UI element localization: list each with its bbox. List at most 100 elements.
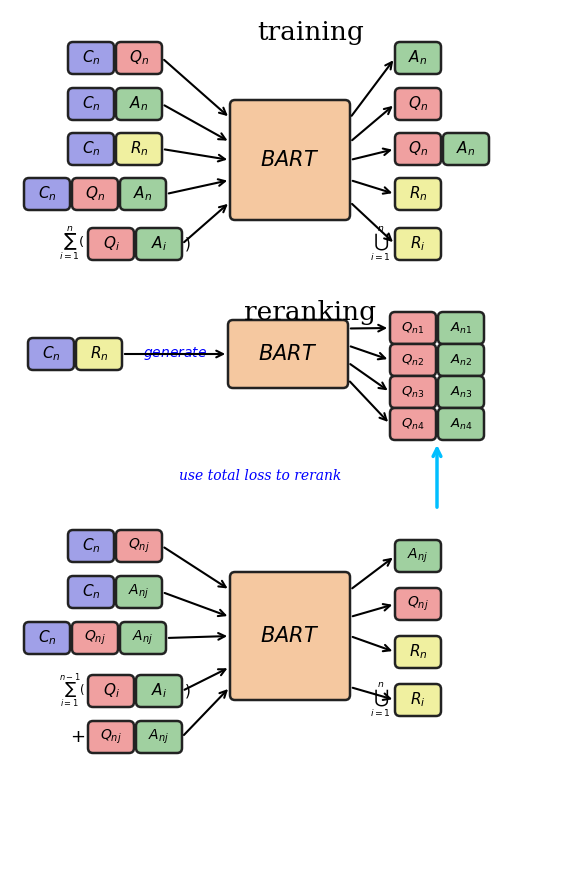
FancyBboxPatch shape	[390, 344, 436, 376]
Text: $C_n$: $C_n$	[82, 537, 100, 555]
Text: use total loss to rerank: use total loss to rerank	[179, 469, 341, 483]
Text: $A_{n3}$: $A_{n3}$	[450, 384, 473, 400]
Text: $Q_i$: $Q_i$	[103, 235, 120, 254]
FancyBboxPatch shape	[395, 636, 441, 668]
FancyBboxPatch shape	[72, 178, 118, 210]
FancyBboxPatch shape	[395, 178, 441, 210]
FancyBboxPatch shape	[88, 721, 134, 753]
Text: $Q_n$: $Q_n$	[408, 140, 428, 158]
Text: $\sum_{i=1}^{n}($: $\sum_{i=1}^{n}($	[59, 225, 85, 263]
Text: $BART$: $BART$	[258, 344, 318, 364]
Text: $Q_n$: $Q_n$	[129, 49, 149, 68]
FancyBboxPatch shape	[390, 408, 436, 440]
Text: $R_n$: $R_n$	[130, 140, 148, 158]
Text: $A_n$: $A_n$	[129, 94, 149, 113]
Text: $BART$: $BART$	[261, 150, 320, 170]
Text: $R_i$: $R_i$	[410, 691, 426, 709]
FancyBboxPatch shape	[120, 178, 166, 210]
Text: $\sum_{i=1}^{n-1}($: $\sum_{i=1}^{n-1}($	[59, 672, 85, 710]
Text: $Q_{n3}$: $Q_{n3}$	[401, 384, 425, 400]
FancyBboxPatch shape	[68, 133, 114, 165]
FancyBboxPatch shape	[68, 42, 114, 74]
FancyBboxPatch shape	[136, 228, 182, 260]
FancyBboxPatch shape	[68, 576, 114, 608]
Text: $R_n$: $R_n$	[409, 184, 428, 203]
FancyBboxPatch shape	[395, 88, 441, 120]
FancyBboxPatch shape	[395, 588, 441, 620]
Text: $Q_{nj}$: $Q_{nj}$	[100, 728, 122, 746]
Text: $C_n$: $C_n$	[38, 184, 56, 203]
FancyBboxPatch shape	[68, 88, 114, 120]
Text: $A_i$: $A_i$	[151, 682, 167, 700]
FancyBboxPatch shape	[72, 622, 118, 654]
FancyBboxPatch shape	[390, 376, 436, 408]
Text: $A_{nj}$: $A_{nj}$	[148, 728, 170, 746]
FancyBboxPatch shape	[28, 338, 74, 370]
Text: $A_{n2}$: $A_{n2}$	[450, 352, 472, 368]
FancyBboxPatch shape	[88, 228, 134, 260]
FancyBboxPatch shape	[395, 540, 441, 572]
Text: $)$: $)$	[184, 682, 191, 700]
Text: reranking: reranking	[244, 300, 376, 325]
FancyBboxPatch shape	[136, 675, 182, 707]
Text: $R_n$: $R_n$	[409, 643, 428, 661]
Text: $Q_{nj}$: $Q_{nj}$	[84, 629, 106, 647]
Text: $A_n$: $A_n$	[456, 140, 475, 158]
Text: $A_{n4}$: $A_{n4}$	[450, 417, 473, 432]
FancyBboxPatch shape	[116, 133, 162, 165]
FancyBboxPatch shape	[230, 100, 350, 220]
Text: $C_n$: $C_n$	[82, 94, 100, 113]
FancyBboxPatch shape	[230, 572, 350, 700]
Text: $A_n$: $A_n$	[408, 49, 428, 68]
Text: $A_{nj}$: $A_{nj}$	[407, 546, 429, 565]
FancyBboxPatch shape	[120, 622, 166, 654]
FancyBboxPatch shape	[88, 675, 134, 707]
Text: $Q_n$: $Q_n$	[408, 94, 428, 113]
Text: $R_n$: $R_n$	[90, 344, 108, 363]
FancyBboxPatch shape	[438, 376, 484, 408]
Text: $Q_{nj}$: $Q_{nj}$	[128, 537, 150, 555]
FancyBboxPatch shape	[395, 42, 441, 74]
Text: $Q_n$: $Q_n$	[85, 184, 105, 203]
Text: $BART$: $BART$	[261, 626, 320, 646]
Text: $C_n$: $C_n$	[82, 49, 100, 68]
Text: $Q_{nj}$: $Q_{nj}$	[407, 595, 429, 613]
Text: $C_n$: $C_n$	[82, 583, 100, 602]
FancyBboxPatch shape	[438, 408, 484, 440]
FancyBboxPatch shape	[24, 178, 70, 210]
Text: $A_{nj}$: $A_{nj}$	[129, 583, 149, 601]
FancyBboxPatch shape	[395, 228, 441, 260]
FancyBboxPatch shape	[116, 88, 162, 120]
FancyBboxPatch shape	[76, 338, 122, 370]
Text: $+$: $+$	[70, 728, 85, 746]
Text: $Q_{n2}$: $Q_{n2}$	[402, 352, 425, 368]
Text: $Q_i$: $Q_i$	[103, 682, 120, 700]
Text: $\mathit{generate}$: $\mathit{generate}$	[143, 345, 207, 362]
FancyBboxPatch shape	[24, 622, 70, 654]
FancyBboxPatch shape	[228, 320, 348, 388]
FancyBboxPatch shape	[438, 312, 484, 344]
FancyBboxPatch shape	[390, 312, 436, 344]
FancyBboxPatch shape	[395, 684, 441, 716]
Text: $A_{nj}$: $A_{nj}$	[133, 629, 153, 647]
FancyBboxPatch shape	[395, 133, 441, 165]
Text: $C_n$: $C_n$	[82, 140, 100, 158]
FancyBboxPatch shape	[116, 530, 162, 562]
FancyBboxPatch shape	[136, 721, 182, 753]
Text: $C_n$: $C_n$	[38, 628, 56, 647]
Text: $A_i$: $A_i$	[151, 235, 167, 254]
FancyBboxPatch shape	[68, 530, 114, 562]
Text: $)$: $)$	[184, 235, 191, 253]
Text: $A_n$: $A_n$	[133, 184, 153, 203]
FancyBboxPatch shape	[443, 133, 489, 165]
Text: $\bigcup_{i=1}^{n}$: $\bigcup_{i=1}^{n}$	[370, 681, 391, 719]
Text: $R_i$: $R_i$	[410, 235, 426, 254]
Text: training: training	[257, 20, 364, 45]
Text: $Q_{n1}$: $Q_{n1}$	[402, 320, 425, 336]
FancyBboxPatch shape	[116, 42, 162, 74]
Text: $C_n$: $C_n$	[42, 344, 60, 363]
Text: $\bigcup_{i=1}^{n}$: $\bigcup_{i=1}^{n}$	[370, 224, 391, 263]
Text: $A_{n1}$: $A_{n1}$	[450, 320, 472, 336]
FancyBboxPatch shape	[116, 576, 162, 608]
FancyBboxPatch shape	[438, 344, 484, 376]
